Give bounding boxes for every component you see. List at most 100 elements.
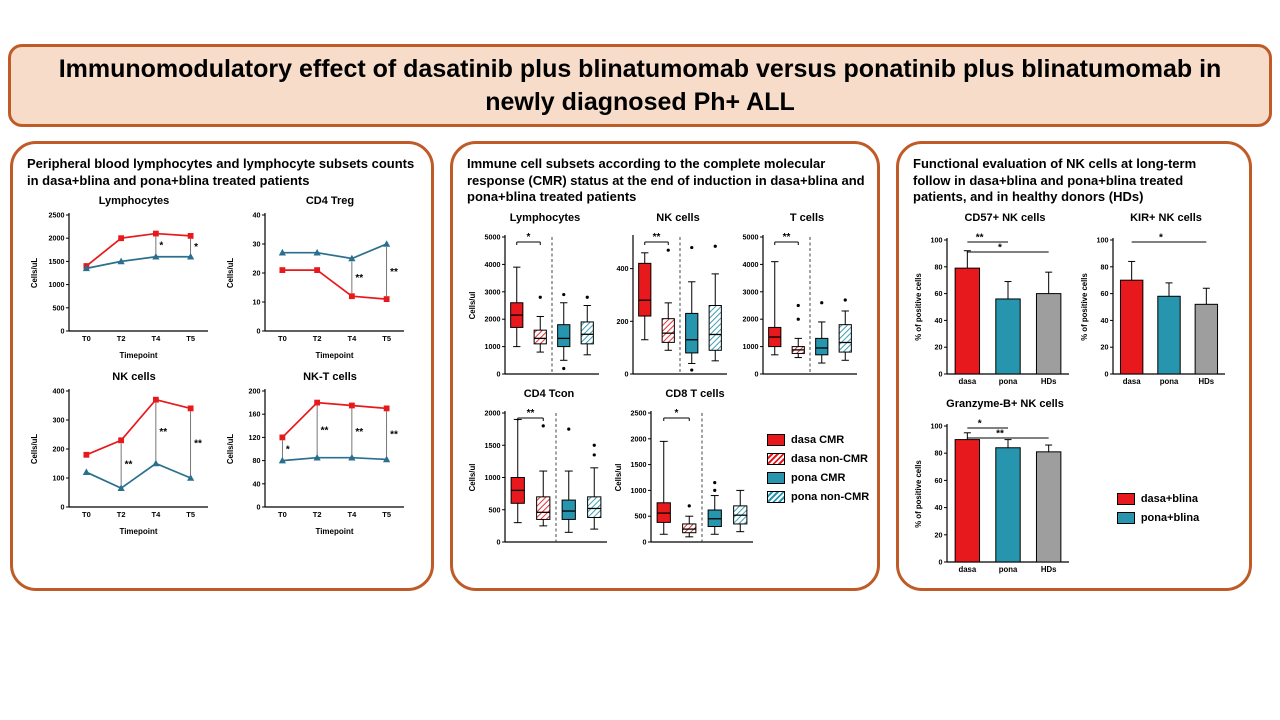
dasa-blina-swatch (1116, 493, 1135, 506)
chart-lymphocytes-line: Lymphocytes 0 500 1000 1500 2000 2500 Cells/uL… (29, 195, 221, 361)
svg-text:T2: T2 (313, 334, 322, 343)
panel-nk-function: Functional evaluation of NK cells at lon… (896, 141, 1252, 591)
svg-text:3000: 3000 (743, 287, 759, 296)
chart-title: KIR+ NK cells (1130, 211, 1202, 224)
svg-text:dasa: dasa (958, 377, 976, 386)
svg-text:*: * (194, 242, 198, 253)
svg-text:100: 100 (53, 474, 65, 483)
svg-text:1500: 1500 (631, 460, 647, 469)
svg-text:200: 200 (617, 317, 629, 326)
svg-text:Timepoint: Timepoint (119, 527, 157, 536)
chart-kir-bar: KIR+ NK cells 0 20 40 60 80 100 % of positive … (1079, 212, 1235, 392)
svg-text:1000: 1000 (743, 342, 759, 351)
svg-text:0: 0 (497, 537, 501, 546)
chart-title: NK cells (656, 211, 700, 224)
legend-item: dasa+blina (1116, 493, 1199, 506)
svg-text:T5: T5 (382, 510, 391, 519)
title-banner: Immunomodulatory effect of dasatinib plu… (8, 44, 1272, 127)
svg-text:*: * (978, 418, 982, 429)
cd8-box-plot: 0 500 1000 1500 2000 2500 Cells/ul * (613, 400, 759, 550)
chart-title: CD4 Tcon (523, 387, 575, 400)
kir-bar-plot: 0 20 40 60 80 100 % of positive cells dasa pona H… (1079, 224, 1235, 392)
svg-text:**: ** (390, 267, 398, 278)
svg-text:% of positive cells: % of positive cells (1080, 272, 1089, 340)
legend-label: dasa non-CMR (791, 453, 868, 466)
svg-text:60: 60 (935, 289, 943, 298)
legend-label: pona non-CMR (791, 491, 870, 504)
svg-text:*: * (159, 241, 163, 252)
lymphocytes-line-plot: 0 500 1000 1500 2000 2500 Cells/uL T0 T2 T4 T5 Time… (29, 207, 221, 361)
treatment-legend: dasa+blina pona+blina (1116, 493, 1200, 525)
svg-text:T0: T0 (278, 510, 287, 519)
svg-text:0: 0 (643, 537, 647, 546)
svg-text:0: 0 (61, 503, 65, 512)
legend-label: dasa+blina (1140, 493, 1198, 506)
svg-text:1000: 1000 (49, 280, 65, 289)
panels-row: Peripheral blood lymphocytes and lymphoc… (0, 127, 1280, 591)
svg-text:*: * (675, 408, 679, 419)
legend-label: pona CMR (791, 472, 846, 485)
chart-title: Lymphocytes (98, 195, 170, 208)
svg-text:**: ** (527, 408, 535, 419)
nk-box-plot: 0 200 400 ** (605, 224, 733, 382)
svg-text:1000: 1000 (631, 486, 647, 495)
svg-text:pona: pona (1160, 377, 1179, 386)
svg-text:2500: 2500 (631, 408, 647, 417)
svg-text:HDs: HDs (1199, 377, 1215, 386)
svg-text:0: 0 (61, 327, 65, 336)
svg-text:T4: T4 (347, 334, 357, 343)
svg-text:Timepoint: Timepoint (119, 351, 157, 360)
cmr-legend: dasa CMR dasa non-CMR pona CMR pona non-… (767, 434, 870, 504)
svg-text:300: 300 (53, 416, 65, 425)
svg-text:T2: T2 (117, 334, 126, 343)
svg-text:1500: 1500 (49, 257, 65, 266)
svg-text:**: ** (976, 232, 984, 243)
svg-text:0: 0 (257, 503, 261, 512)
svg-text:**: ** (783, 232, 791, 243)
svg-text:**: ** (321, 426, 329, 437)
svg-text:400: 400 (617, 264, 629, 273)
svg-text:120: 120 (249, 433, 261, 442)
svg-text:20: 20 (935, 343, 943, 352)
svg-text:HDs: HDs (1041, 565, 1057, 574)
svg-text:T0: T0 (278, 334, 287, 343)
svg-text:0: 0 (939, 557, 943, 566)
svg-text:5000: 5000 (743, 232, 759, 241)
chart-title: NK cells (112, 371, 156, 384)
pona-non-cmr-swatch (767, 491, 785, 504)
svg-text:20: 20 (1101, 343, 1109, 352)
chart-title: Lymphocytes (509, 211, 581, 224)
svg-text:40: 40 (935, 503, 943, 512)
svg-text:Cells/ul: Cells/ul (468, 292, 477, 320)
svg-text:**: ** (355, 273, 363, 284)
svg-text:2000: 2000 (485, 315, 501, 324)
dasa-cmr-swatch (767, 434, 785, 447)
chart-cd4tcon-box: CD4 Tcon 0 500 1000 1500 2000 Cells/ul ** (467, 388, 613, 550)
svg-text:400: 400 (53, 387, 65, 396)
chart-granzyme-bar: Granzyme-B+ NK cells 0 20 40 60 80 100 % of po… (913, 398, 1079, 580)
svg-text:Cells/uL: Cells/uL (226, 258, 235, 289)
chart-title: CD57+ NK cells (964, 211, 1046, 224)
svg-text:40: 40 (935, 316, 943, 325)
svg-text:0: 0 (257, 327, 261, 336)
svg-text:**: ** (390, 430, 398, 441)
legend-label: dasa CMR (791, 434, 845, 447)
legend-label: pona+blina (1140, 512, 1200, 525)
svg-text:T2: T2 (313, 510, 322, 519)
svg-text:40: 40 (253, 211, 261, 220)
svg-text:0: 0 (625, 369, 629, 378)
svg-text:Cells/uL: Cells/uL (226, 434, 235, 465)
chart-title: T cells (789, 211, 825, 224)
chart-lymphocytes-box: Lymphocytes 0 1000 2000 3000 4000 5000 Cells/u… (467, 212, 605, 382)
panel-heading: Immune cell subsets according to the com… (467, 156, 865, 205)
svg-text:1000: 1000 (485, 473, 501, 482)
svg-text:0: 0 (1105, 369, 1109, 378)
chart-cd57-bar: CD57+ NK cells 0 20 40 60 80 100 % of positive… (913, 212, 1079, 392)
svg-text:dasa: dasa (1123, 377, 1141, 386)
svg-text:Timepoint: Timepoint (315, 527, 353, 536)
svg-text:T4: T4 (151, 510, 161, 519)
svg-text:2500: 2500 (49, 211, 65, 220)
svg-text:1000: 1000 (485, 342, 501, 351)
svg-text:2000: 2000 (485, 408, 501, 417)
svg-text:100: 100 (931, 421, 943, 430)
